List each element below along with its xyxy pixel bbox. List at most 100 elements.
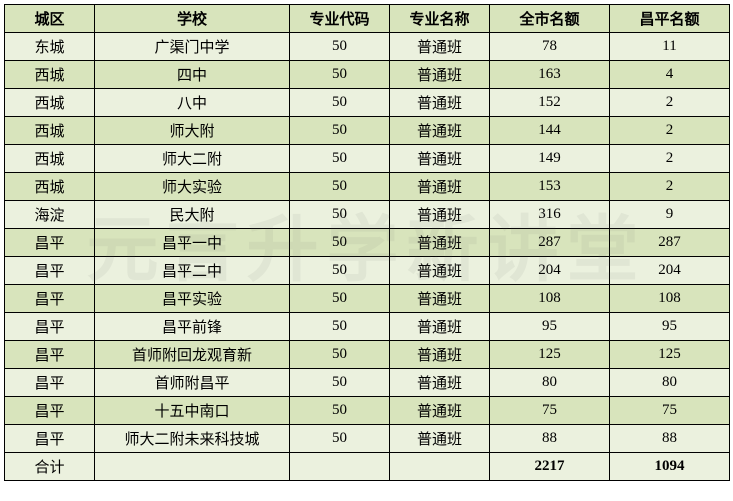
- cell-district: 海淀: [5, 201, 95, 229]
- total-empty: [390, 453, 490, 481]
- total-city-quota: 2217: [490, 453, 610, 481]
- cell-school: 十五中南口: [95, 397, 290, 425]
- cell-school: 民大附: [95, 201, 290, 229]
- table-header-row: 城区 学校 专业代码 专业名称 全市名额 昌平名额: [5, 5, 730, 33]
- cell-school: 师大附: [95, 117, 290, 145]
- cell-city-quota: 75: [490, 397, 610, 425]
- table-row: 西城八中50普通班1522: [5, 89, 730, 117]
- cell-school: 师大二附未来科技城: [95, 425, 290, 453]
- cell-code: 50: [290, 257, 390, 285]
- table-row: 西城师大二附50普通班1492: [5, 145, 730, 173]
- cell-school: 八中: [95, 89, 290, 117]
- cell-major: 普通班: [390, 425, 490, 453]
- cell-major: 普通班: [390, 117, 490, 145]
- cell-city-quota: 95: [490, 313, 610, 341]
- cell-district: 东城: [5, 33, 95, 61]
- cell-cp-quota: 4: [610, 61, 730, 89]
- cell-major: 普通班: [390, 257, 490, 285]
- cell-major: 普通班: [390, 229, 490, 257]
- cell-cp-quota: 2: [610, 89, 730, 117]
- cell-major: 普通班: [390, 285, 490, 313]
- cell-code: 50: [290, 173, 390, 201]
- table-row: 昌平昌平一中50普通班287287: [5, 229, 730, 257]
- cell-major: 普通班: [390, 61, 490, 89]
- cell-code: 50: [290, 369, 390, 397]
- header-cp-quota: 昌平名额: [610, 5, 730, 33]
- cell-city-quota: 204: [490, 257, 610, 285]
- cell-cp-quota: 80: [610, 369, 730, 397]
- cell-school: 昌平前锋: [95, 313, 290, 341]
- cell-district: 昌平: [5, 425, 95, 453]
- cell-district: 昌平: [5, 285, 95, 313]
- cell-city-quota: 80: [490, 369, 610, 397]
- cell-district: 西城: [5, 145, 95, 173]
- table-row: 西城师大实验50普通班1532: [5, 173, 730, 201]
- cell-major: 普通班: [390, 145, 490, 173]
- cell-district: 昌平: [5, 341, 95, 369]
- cell-cp-quota: 2: [610, 173, 730, 201]
- cell-city-quota: 88: [490, 425, 610, 453]
- cell-school: 昌平二中: [95, 257, 290, 285]
- cell-cp-quota: 88: [610, 425, 730, 453]
- cell-district: 西城: [5, 117, 95, 145]
- cell-school: 师大二附: [95, 145, 290, 173]
- table-row: 昌平十五中南口50普通班7575: [5, 397, 730, 425]
- cell-cp-quota: 204: [610, 257, 730, 285]
- cell-code: 50: [290, 397, 390, 425]
- cell-major: 普通班: [390, 201, 490, 229]
- total-empty: [290, 453, 390, 481]
- table-row: 昌平昌平二中50普通班204204: [5, 257, 730, 285]
- cell-code: 50: [290, 145, 390, 173]
- cell-code: 50: [290, 33, 390, 61]
- cell-district: 西城: [5, 61, 95, 89]
- cell-cp-quota: 287: [610, 229, 730, 257]
- header-school: 学校: [95, 5, 290, 33]
- cell-code: 50: [290, 61, 390, 89]
- cell-major: 普通班: [390, 89, 490, 117]
- cell-city-quota: 78: [490, 33, 610, 61]
- cell-major: 普通班: [390, 369, 490, 397]
- table-row: 西城师大附50普通班1442: [5, 117, 730, 145]
- cell-major: 普通班: [390, 397, 490, 425]
- cell-district: 昌平: [5, 313, 95, 341]
- cell-district: 西城: [5, 173, 95, 201]
- cell-cp-quota: 2: [610, 117, 730, 145]
- cell-city-quota: 153: [490, 173, 610, 201]
- cell-code: 50: [290, 229, 390, 257]
- cell-district: 昌平: [5, 229, 95, 257]
- cell-city-quota: 316: [490, 201, 610, 229]
- total-label: 合计: [5, 453, 95, 481]
- cell-school: 首师附回龙观育新: [95, 341, 290, 369]
- table-total-row: 合计 22171094: [5, 453, 730, 481]
- table-row: 昌平昌平前锋50普通班9595: [5, 313, 730, 341]
- cell-district: 昌平: [5, 257, 95, 285]
- cell-city-quota: 144: [490, 117, 610, 145]
- cell-code: 50: [290, 313, 390, 341]
- cell-major: 普通班: [390, 313, 490, 341]
- cell-major: 普通班: [390, 173, 490, 201]
- header-code: 专业代码: [290, 5, 390, 33]
- table-row: 东城广渠门中学50普通班7811: [5, 33, 730, 61]
- cell-code: 50: [290, 425, 390, 453]
- table-row: 西城四中50普通班1634: [5, 61, 730, 89]
- cell-school: 师大实验: [95, 173, 290, 201]
- cell-school: 昌平一中: [95, 229, 290, 257]
- header-major: 专业名称: [390, 5, 490, 33]
- cell-city-quota: 287: [490, 229, 610, 257]
- table-row: 昌平首师附回龙观育新50普通班125125: [5, 341, 730, 369]
- cell-city-quota: 149: [490, 145, 610, 173]
- cell-city-quota: 125: [490, 341, 610, 369]
- cell-district: 昌平: [5, 369, 95, 397]
- cell-code: 50: [290, 201, 390, 229]
- cell-city-quota: 163: [490, 61, 610, 89]
- cell-cp-quota: 75: [610, 397, 730, 425]
- cell-district: 昌平: [5, 397, 95, 425]
- cell-school: 广渠门中学: [95, 33, 290, 61]
- cell-code: 50: [290, 117, 390, 145]
- cell-district: 西城: [5, 89, 95, 117]
- total-cp-quota: 1094: [610, 453, 730, 481]
- cell-code: 50: [290, 285, 390, 313]
- cell-cp-quota: 2: [610, 145, 730, 173]
- quota-table: 城区 学校 专业代码 专业名称 全市名额 昌平名额 东城广渠门中学50普通班78…: [4, 4, 730, 481]
- cell-city-quota: 152: [490, 89, 610, 117]
